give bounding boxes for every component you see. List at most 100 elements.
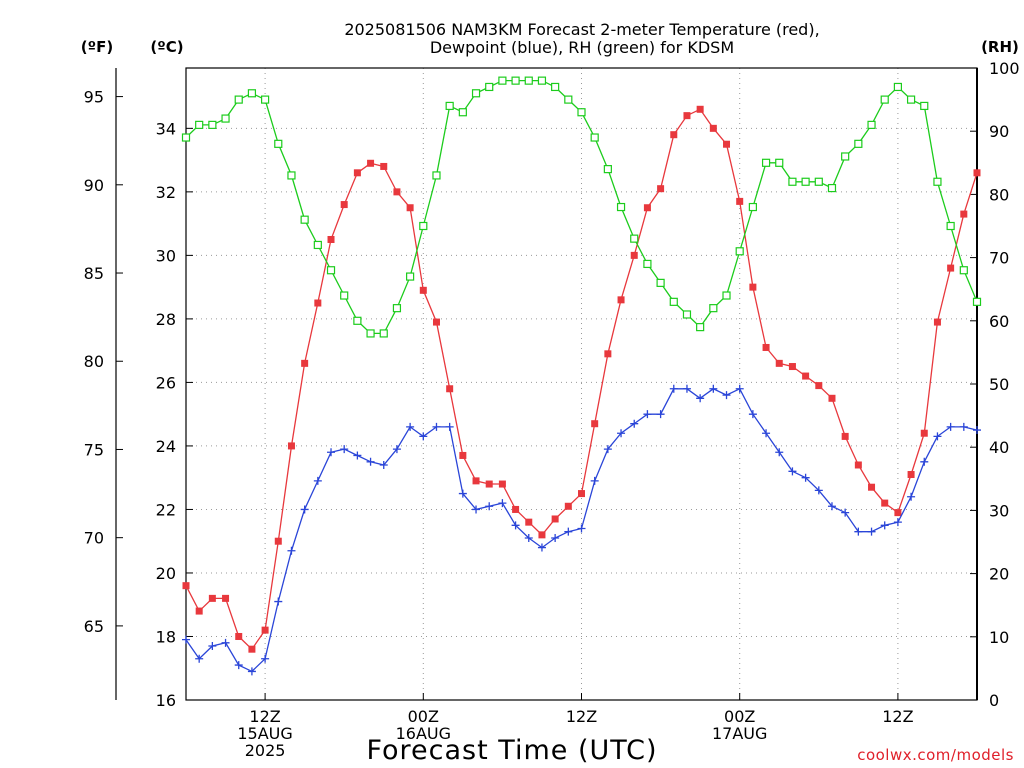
dewpoint-point (182, 635, 190, 644)
rh-point (313, 240, 322, 250)
2-meter-temperature-point (235, 632, 243, 640)
dewpoint-point (511, 521, 520, 530)
rh-point (419, 221, 428, 231)
dewpoint-point (445, 422, 454, 431)
rh-point (221, 114, 230, 123)
x-tick-label: 00Z (724, 707, 755, 726)
2-meter-temperature-point (419, 286, 427, 294)
dewpoint-point (287, 546, 296, 555)
rh-point (287, 171, 296, 180)
dewpoint-point (854, 527, 863, 536)
rh-point (906, 95, 916, 104)
rh-point (392, 304, 402, 313)
2-meter-temperature-point (920, 429, 928, 437)
celsius-tick-label: 34 (156, 119, 176, 138)
rh-point (972, 297, 982, 306)
rh-point (353, 316, 362, 325)
rh-point (643, 259, 652, 269)
dewpoint-point (472, 505, 481, 514)
dewpoint-point (748, 410, 757, 419)
2-meter-temperature-point (327, 235, 335, 243)
celsius-tick-label: 22 (156, 500, 176, 519)
site-credit: coolwx.com/models (857, 746, 1014, 764)
dewpoint-point (366, 457, 375, 466)
dewpoint-point (709, 384, 718, 393)
rh-point (735, 247, 744, 256)
rh-point (867, 120, 876, 129)
dewpoint-point (247, 667, 256, 676)
dewpoint-point (340, 445, 349, 454)
x-tick-label: 00Z (408, 707, 439, 726)
celsius-tick-label: 28 (156, 310, 176, 329)
2-meter-temperature-point (195, 607, 203, 615)
rh-point (551, 82, 560, 92)
2-meter-temperature-point (683, 112, 691, 120)
x-tick-label: 12Z (882, 707, 913, 726)
2-meter-temperature-point (670, 131, 678, 139)
chart-subtitle: Dewpoint (blue), RH (green) for KDSM (430, 38, 734, 57)
2-meter-temperature-point (617, 296, 625, 304)
2-meter-temperature-point (868, 483, 876, 491)
dewpoint-point (603, 445, 612, 454)
dewpoint-point (946, 422, 955, 431)
rh-point (432, 171, 441, 180)
dewpoint-point (762, 429, 771, 438)
rh-unit-label: (RH) (981, 38, 1019, 56)
2-meter-temperature-point (512, 505, 520, 513)
rh-point (590, 133, 599, 142)
rh-point (511, 76, 520, 85)
rh-point (603, 165, 612, 174)
rh-point (471, 89, 481, 98)
rh-point (564, 95, 573, 104)
2-meter-temperature-point (367, 159, 375, 167)
2-meter-temperature-point (907, 471, 915, 479)
rh-tick-label: 50 (989, 375, 1009, 394)
x-axis-title: Forecast Time (UTC) (366, 735, 657, 766)
2-meter-temperature-point (551, 515, 559, 523)
2-meter-temperature-point (274, 537, 282, 545)
rh-point (537, 76, 547, 85)
series-lines (181, 76, 982, 676)
rh-tick-label: 0 (989, 691, 999, 710)
rh-point (841, 152, 850, 161)
rh-tick-label: 20 (989, 565, 1009, 584)
dewpoint-point (458, 489, 467, 498)
2-meter-temperature-point (709, 124, 717, 132)
2-meter-temperature-point (261, 626, 269, 634)
2-meter-temperature-point (762, 343, 770, 351)
rh-point (195, 120, 204, 129)
2-meter-temperature-point (788, 363, 796, 371)
2-meter-temperature-point (696, 105, 704, 113)
dewpoint-point (933, 432, 942, 441)
rh-point (458, 108, 467, 117)
rh-point (234, 95, 243, 104)
fahrenheit-tick-label: 70 (84, 529, 104, 548)
fahrenheit-unit-label: (ºF) (81, 38, 113, 56)
dewpoint-point (880, 521, 889, 530)
dewpoint-point (406, 422, 415, 431)
2-meter-temperature-point (604, 350, 612, 358)
2-meter-temperature-point (841, 432, 849, 440)
2-meter-temperature-point (353, 169, 361, 177)
2-meter-temperature-point (406, 204, 414, 212)
dewpoint-point (221, 638, 230, 647)
2-meter-temperature-point (287, 442, 295, 450)
rh-point (485, 82, 494, 92)
rh-tick-label: 10 (989, 628, 1009, 647)
celsius-tick-label: 32 (156, 183, 176, 202)
dewpoint-point (577, 524, 586, 533)
rh-point (208, 120, 217, 129)
2-meter-temperature-point (248, 645, 256, 653)
rh-point (854, 139, 863, 148)
2-meter-temperature-point (578, 490, 585, 498)
dewpoint-point (300, 505, 309, 514)
dewpoint-point (867, 527, 876, 536)
2-meter-temperature-point (208, 594, 216, 602)
rh-point (827, 183, 837, 193)
rh-point (340, 291, 349, 300)
dewpoint-point (617, 429, 626, 438)
dewpoint-point (432, 422, 441, 431)
grid-lines (186, 68, 977, 700)
rh-tick-label: 30 (989, 501, 1009, 520)
dewpoint-point (656, 410, 665, 419)
